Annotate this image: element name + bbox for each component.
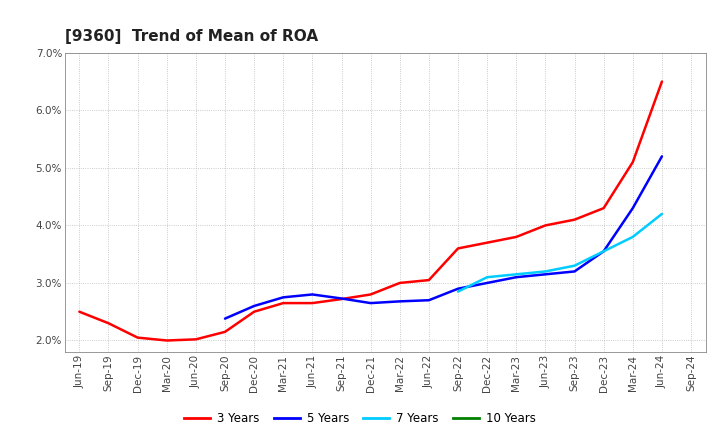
Line: 5 Years: 5 Years	[225, 156, 662, 319]
5 Years	[599, 249, 608, 254]
3 Years	[104, 321, 113, 326]
3 Years	[395, 280, 404, 286]
7 Years	[541, 269, 550, 274]
7 Years	[483, 275, 492, 280]
7 Years	[629, 234, 637, 239]
5 Years	[279, 295, 287, 300]
5 Years	[308, 292, 317, 297]
5 Years	[220, 316, 229, 321]
5 Years	[366, 301, 375, 306]
3 Years	[657, 79, 666, 84]
3 Years	[425, 278, 433, 283]
3 Years	[570, 217, 579, 222]
5 Years	[337, 296, 346, 301]
7 Years	[454, 289, 462, 294]
Legend: 3 Years, 5 Years, 7 Years, 10 Years: 3 Years, 5 Years, 7 Years, 10 Years	[179, 407, 541, 430]
3 Years	[279, 301, 287, 306]
5 Years	[512, 275, 521, 280]
5 Years	[483, 280, 492, 286]
Line: 3 Years: 3 Years	[79, 81, 662, 341]
Line: 7 Years: 7 Years	[458, 214, 662, 292]
7 Years	[599, 249, 608, 254]
3 Years	[308, 301, 317, 306]
3 Years	[163, 338, 171, 343]
3 Years	[220, 329, 229, 334]
3 Years	[483, 240, 492, 246]
3 Years	[512, 234, 521, 239]
3 Years	[541, 223, 550, 228]
7 Years	[570, 263, 579, 268]
3 Years	[337, 297, 346, 302]
5 Years	[570, 269, 579, 274]
Text: [9360]  Trend of Mean of ROA: [9360] Trend of Mean of ROA	[65, 29, 318, 44]
3 Years	[75, 309, 84, 314]
5 Years	[250, 303, 258, 308]
3 Years	[366, 292, 375, 297]
5 Years	[629, 205, 637, 211]
7 Years	[657, 211, 666, 216]
5 Years	[395, 299, 404, 304]
3 Years	[629, 159, 637, 165]
5 Years	[657, 154, 666, 159]
5 Years	[541, 271, 550, 277]
5 Years	[454, 286, 462, 291]
5 Years	[425, 297, 433, 303]
3 Years	[250, 309, 258, 314]
3 Years	[133, 335, 142, 340]
7 Years	[512, 271, 521, 277]
3 Years	[599, 205, 608, 211]
3 Years	[454, 246, 462, 251]
3 Years	[192, 337, 200, 342]
